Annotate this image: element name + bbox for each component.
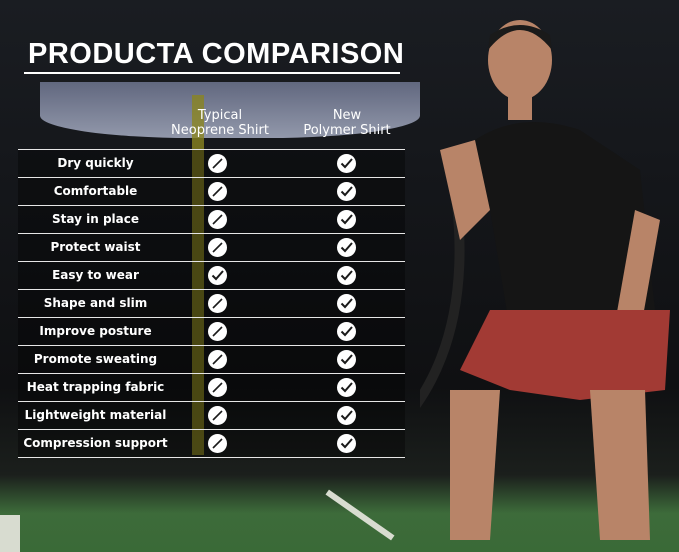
column-header-line: Polymer Shirt (303, 123, 391, 138)
feature-label: Improve posture (39, 324, 152, 338)
table-row: Shape and slim (18, 289, 405, 317)
slash-icon (208, 154, 227, 173)
slash-icon (208, 434, 227, 453)
column-header-line: New (332, 108, 362, 123)
check-icon (337, 406, 356, 425)
table-row: Easy to wear (18, 261, 405, 289)
feature-label: Dry quickly (57, 156, 134, 170)
check-icon (337, 182, 356, 201)
slash-icon (208, 350, 227, 369)
table-row: Compression support (18, 429, 405, 458)
check-icon (337, 434, 356, 453)
background-ceiling-light (40, 82, 420, 138)
slash-icon (208, 378, 227, 397)
slash-icon (208, 238, 227, 257)
slash-icon (208, 210, 227, 229)
table-row: Dry quickly (18, 149, 405, 177)
comparison-table: Dry quickly Comfortable Stay in place Prote… (18, 149, 405, 458)
title-underline (24, 72, 400, 74)
turf-line (325, 489, 395, 541)
feature-label: Stay in place (52, 212, 139, 226)
feature-label: Lightweight material (24, 408, 167, 422)
check-icon (337, 378, 356, 397)
check-icon (337, 210, 356, 229)
check-icon (337, 350, 356, 369)
feature-label: Protect waist (50, 240, 141, 254)
table-row: Protect waist (18, 233, 405, 261)
slash-icon (208, 294, 227, 313)
feature-label: Compression support (23, 436, 168, 450)
background-pole (192, 95, 204, 455)
table-row: Lightweight material (18, 401, 405, 429)
table-row: Promote sweating (18, 345, 405, 373)
check-icon (337, 266, 356, 285)
table-row: Improve posture (18, 317, 405, 345)
check-icon (337, 154, 356, 173)
feature-label: Promote sweating (33, 352, 158, 366)
slash-icon (208, 182, 227, 201)
feature-label: Shape and slim (43, 296, 148, 310)
table-row: Stay in place (18, 205, 405, 233)
column-header-new: New Polymer Shirt (277, 108, 417, 138)
check-icon (337, 294, 356, 313)
check-icon (337, 238, 356, 257)
feature-label: Comfortable (53, 184, 138, 198)
table-row: Heat trapping fabric (18, 373, 405, 401)
table-row: Comfortable (18, 177, 405, 205)
column-header-line: Neoprene Shirt (171, 123, 269, 138)
check-icon (208, 266, 227, 285)
column-header-line: Typical (197, 108, 243, 123)
feature-label: Heat trapping fabric (26, 380, 165, 394)
slash-icon (208, 406, 227, 425)
check-icon (337, 322, 356, 341)
athlete-photo (420, 20, 670, 540)
column-header-typical: Typical Neoprene Shirt (150, 108, 290, 138)
turf-line (0, 515, 20, 552)
feature-label: Easy to wear (52, 268, 139, 282)
page-title: PRODUCTA COMPARISON (28, 38, 405, 70)
slash-icon (208, 322, 227, 341)
